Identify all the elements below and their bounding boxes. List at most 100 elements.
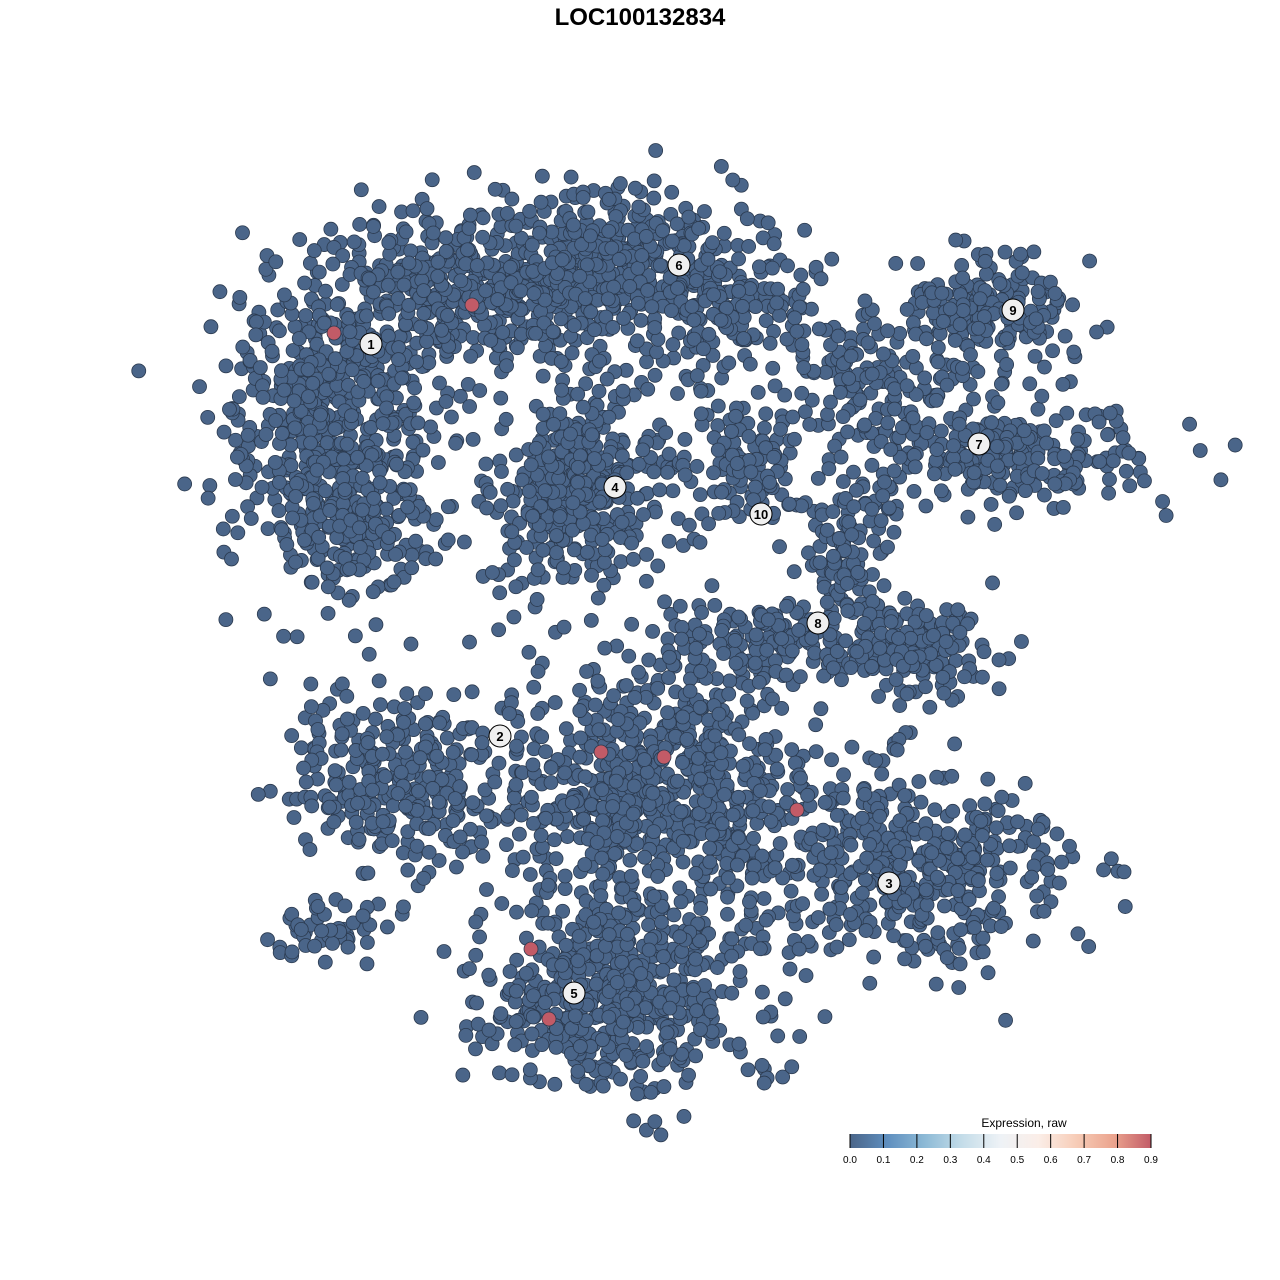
data-point (630, 295, 646, 311)
data-point (481, 967, 497, 983)
data-point (558, 721, 574, 737)
data-point (812, 555, 828, 570)
data-point (305, 375, 321, 391)
data-point (966, 391, 981, 407)
data-point (675, 833, 691, 849)
data-point (446, 687, 462, 703)
data-point (368, 711, 383, 727)
data-point (521, 644, 537, 660)
data-point (857, 417, 872, 433)
data-point (621, 648, 637, 664)
data-point (366, 490, 382, 506)
data-point (448, 435, 464, 451)
data-point (1059, 405, 1075, 421)
data-point (570, 475, 586, 490)
data-point (974, 828, 990, 843)
data-point (681, 517, 697, 533)
data-point (757, 742, 773, 758)
data-point (303, 699, 319, 715)
data-point (556, 619, 572, 635)
data-point (1017, 776, 1033, 791)
data-point (731, 251, 746, 267)
data-point (591, 383, 607, 399)
data-point (639, 573, 654, 589)
data-point (650, 869, 666, 884)
data-point (980, 965, 996, 981)
data-point (1045, 343, 1060, 359)
data-point (1070, 431, 1085, 447)
data-point (432, 375, 447, 391)
data-point (557, 881, 573, 896)
data-point (440, 499, 456, 515)
data-point (993, 376, 1009, 392)
data-point (772, 539, 787, 555)
data-point (748, 299, 763, 315)
data-point (919, 425, 935, 441)
data-point (509, 904, 524, 920)
data-point (744, 870, 760, 886)
data-point (222, 401, 237, 417)
data-point (692, 626, 707, 642)
data-point (591, 722, 607, 738)
data-point (639, 547, 654, 562)
data-point (905, 348, 921, 364)
data-point (417, 716, 433, 732)
data-point (765, 360, 781, 376)
data-point (492, 585, 508, 601)
data-point (564, 345, 580, 361)
data-point (1092, 454, 1108, 469)
data-point (430, 268, 446, 284)
data-point (886, 524, 902, 540)
data-point (575, 399, 591, 415)
data-point (675, 854, 691, 870)
data-point (652, 482, 668, 498)
data-point (534, 168, 550, 184)
data-point (990, 458, 1005, 474)
data-point (462, 399, 477, 414)
data-point (425, 225, 441, 241)
data-point (828, 917, 844, 933)
data-point (493, 498, 509, 514)
data-point (752, 941, 768, 957)
data-point (740, 1062, 756, 1078)
data-point (758, 313, 774, 329)
data-point (390, 786, 406, 802)
data-point (626, 1113, 642, 1129)
data-point (701, 516, 716, 532)
data-point (271, 475, 287, 490)
data-point (590, 673, 606, 689)
data-point (506, 790, 522, 806)
data-point (525, 508, 541, 524)
points-layer (131, 143, 1243, 1143)
data-point (577, 769, 593, 785)
data-point (841, 514, 857, 530)
data-point (797, 222, 813, 238)
data-point (997, 244, 1013, 260)
data-point (350, 795, 365, 811)
data-point (711, 706, 727, 722)
data-point (774, 631, 789, 647)
data-point (984, 415, 999, 430)
data-point (533, 194, 549, 210)
data-point (579, 664, 594, 679)
data-point (505, 863, 520, 878)
data-point (675, 709, 691, 725)
data-point (264, 343, 280, 359)
data-point (656, 1079, 672, 1094)
data-point (813, 701, 829, 717)
data-point (600, 291, 616, 307)
data-point (834, 672, 849, 688)
data-point (452, 829, 468, 845)
data-point (657, 594, 672, 610)
data-point (576, 811, 592, 827)
data-point (794, 337, 810, 352)
data-point (868, 753, 884, 768)
data-point (256, 606, 272, 622)
data-point (899, 302, 915, 317)
data-point (319, 560, 335, 576)
data-point (636, 752, 652, 767)
data-point (760, 612, 776, 628)
data-point (633, 312, 649, 328)
data-point (672, 598, 688, 614)
data-point (887, 381, 903, 397)
